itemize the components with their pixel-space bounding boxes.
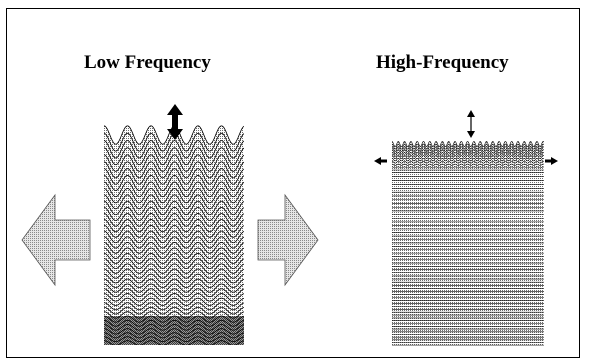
low-wave-line <box>104 258 244 269</box>
right-block-arrow-icon <box>257 193 319 287</box>
high-wave-line <box>392 146 544 153</box>
low-wave-line <box>104 332 244 339</box>
low-wave-line <box>104 315 244 323</box>
figure-border <box>6 8 580 358</box>
low-wave-line <box>104 283 244 293</box>
low-wave-line <box>104 324 244 331</box>
low-wave-line <box>104 252 244 264</box>
high-wave-line <box>392 155 544 159</box>
low-wave-line <box>104 278 244 289</box>
low-wave-line <box>104 247 244 259</box>
low-frequency-wave-lines <box>104 125 244 345</box>
low-wave-line <box>104 328 244 335</box>
high-wave-line <box>392 141 544 147</box>
low-wave-line <box>104 302 244 311</box>
thin-up-down-arrow-icon <box>467 110 475 138</box>
high-wave-line <box>392 166 544 169</box>
low-wave-line <box>104 306 244 315</box>
high-wave-line <box>392 157 544 162</box>
low-wave-line <box>104 268 244 279</box>
left-arrow-icon <box>374 157 387 165</box>
low-wave-line <box>104 297 244 306</box>
high-frequency-wave-block <box>392 141 544 346</box>
low-wave-line <box>104 147 244 166</box>
low-wave-line <box>104 206 244 221</box>
low-frequency-wave-block <box>104 125 244 345</box>
bold-up-down-arrow-icon <box>167 104 183 140</box>
low-wave-line <box>104 200 244 216</box>
low-wave-line <box>104 263 244 274</box>
low-wave-line <box>104 168 244 185</box>
low-wave-line <box>104 241 244 254</box>
low-wave-line <box>104 336 244 343</box>
high-wave-line <box>392 163 544 166</box>
low-wave-line <box>104 293 244 302</box>
low-wave-line <box>104 224 244 238</box>
low-frequency-dense-band <box>104 316 244 345</box>
left-block-arrow-icon <box>21 193 91 287</box>
low-wave-line <box>104 230 244 244</box>
high-frequency-title: High-Frequency <box>376 52 509 73</box>
low-wave-line <box>104 154 244 172</box>
low-wave-line <box>104 340 244 345</box>
high-wave-line <box>392 143 544 150</box>
low-wave-line <box>104 188 244 204</box>
low-wave-line <box>104 219 244 233</box>
low-wave-line <box>104 273 244 284</box>
low-wave-line <box>104 213 244 227</box>
low-wave-line <box>104 161 244 179</box>
low-wave-line <box>104 288 244 298</box>
low-wave-line <box>104 194 244 210</box>
low-wave-line <box>104 236 244 249</box>
low-wave-line <box>104 181 244 198</box>
low-wave-line <box>104 140 244 159</box>
low-frequency-title: Low Frequency <box>84 52 211 73</box>
right-arrow-icon <box>545 157 558 165</box>
low-wave-line <box>104 311 244 319</box>
high-wave-line <box>392 149 544 155</box>
high-wave-line <box>392 160 544 164</box>
high-wave-line <box>392 152 544 157</box>
high-frequency-wave-lines <box>392 141 544 346</box>
low-wave-line <box>104 174 244 191</box>
low-wave-line <box>104 319 244 327</box>
